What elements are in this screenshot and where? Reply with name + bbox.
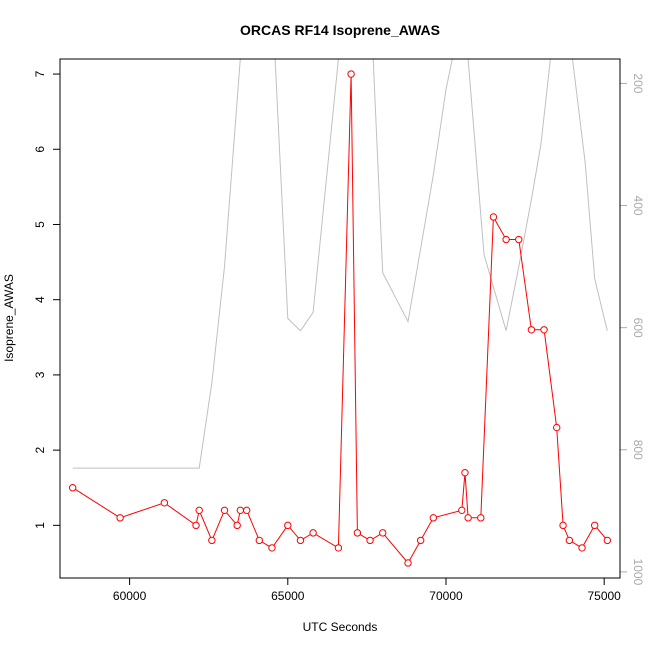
y-axis-label: Isoprene_AWAS [2, 274, 16, 362]
isoprene-point [379, 529, 387, 537]
isoprene-point [68, 484, 77, 492]
isoprene-point [416, 536, 425, 545]
isoprene-point [195, 506, 203, 515]
isoprene-point [603, 536, 612, 545]
isoprene-point [334, 544, 343, 552]
isoprene-point [236, 506, 245, 515]
isoprene-point [458, 506, 466, 515]
y2-tick-label: 1000 [631, 559, 645, 586]
isoprene-point [461, 468, 469, 477]
isoprene-point [284, 521, 292, 530]
y2-tick-label: 400 [631, 196, 645, 216]
isoprene-point [464, 514, 472, 522]
chart-title: ORCAS RF14 Isoprene_AWAS [240, 22, 440, 38]
isoprene-point [515, 235, 523, 244]
x-tick-label: 70000 [429, 589, 463, 603]
isoprene-point [527, 326, 536, 334]
axes: 60000 65000 70000 75000 1 2 3 4 5 6 7 200 400 600 800 1… [33, 70, 645, 603]
isoprene-point [553, 423, 561, 432]
isoprene-point [366, 536, 374, 545]
isoprene-point [208, 536, 216, 545]
x-tick-label: 75000 [587, 589, 621, 603]
y-tick-label: 1 [33, 522, 47, 529]
isoprene-point [489, 213, 498, 221]
isoprene-point [404, 559, 412, 567]
y2-tick-label: 800 [631, 440, 645, 460]
y2-tick-label: 200 [631, 73, 645, 93]
y-tick-label: 3 [33, 371, 47, 378]
x-axis-label: UTC Seconds [303, 620, 378, 634]
isoprene-point [578, 544, 586, 552]
isoprene-point [255, 536, 264, 545]
y-tick-label: 6 [33, 146, 47, 153]
y2-tick-label: 600 [631, 318, 645, 338]
isoprene-point [296, 536, 305, 545]
plot-frame [59, 58, 621, 579]
isoprene-point [220, 506, 229, 515]
y-tick-label: 5 [33, 221, 47, 228]
isoprene-point [540, 326, 548, 334]
y-tick-label: 7 [33, 70, 47, 77]
isoprene-point [347, 70, 355, 78]
isoprene-point [502, 235, 510, 244]
isoprene-point [309, 529, 317, 537]
isoprene-point [242, 506, 251, 515]
isoprene-point [590, 521, 599, 530]
y-tick-label: 2 [33, 446, 47, 453]
isoprene-point [268, 544, 276, 552]
isoprene-line [72, 73, 608, 564]
isoprene-point [477, 514, 485, 522]
isoprene-point [116, 514, 124, 522]
isoprene-point [233, 521, 241, 530]
altitude-line [72, 58, 608, 469]
isoprene-point [192, 521, 200, 530]
isoprene-point [353, 529, 362, 537]
x-tick-label: 65000 [271, 589, 305, 603]
isoprene-point [565, 536, 574, 545]
isoprene-point [559, 521, 567, 530]
series-layer [68, 58, 612, 567]
x-tick-label: 60000 [113, 589, 147, 603]
y-tick-label: 4 [33, 296, 47, 303]
isoprene-point [429, 514, 438, 522]
isoprene-point [160, 499, 169, 507]
